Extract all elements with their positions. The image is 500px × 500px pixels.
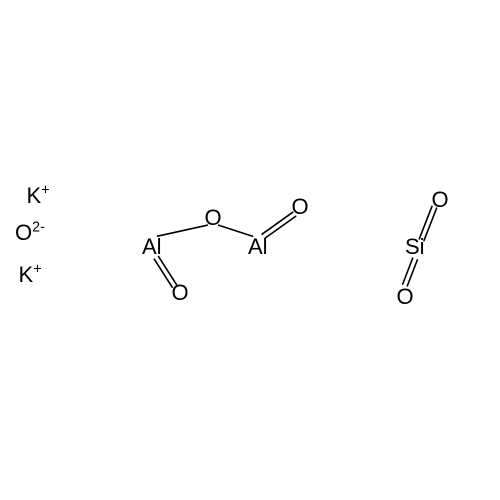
atom-al2: Al: [248, 236, 268, 258]
atom-ob: O: [205, 207, 222, 229]
atom-o2m: O2-: [15, 222, 45, 244]
atom-al1: Al: [142, 236, 162, 258]
chemical-diagram: K+ O2- K+ Al O Al O O Si O O: [0, 0, 500, 500]
atom-k1: K+: [27, 185, 50, 207]
atom-o_tl: O: [172, 282, 189, 304]
atom-o_sd: O: [397, 286, 414, 308]
atom-o_tr: O: [292, 196, 309, 218]
atom-k2: K+: [19, 264, 42, 286]
atom-si: Si: [405, 236, 425, 258]
atom-o_su: O: [432, 189, 449, 211]
